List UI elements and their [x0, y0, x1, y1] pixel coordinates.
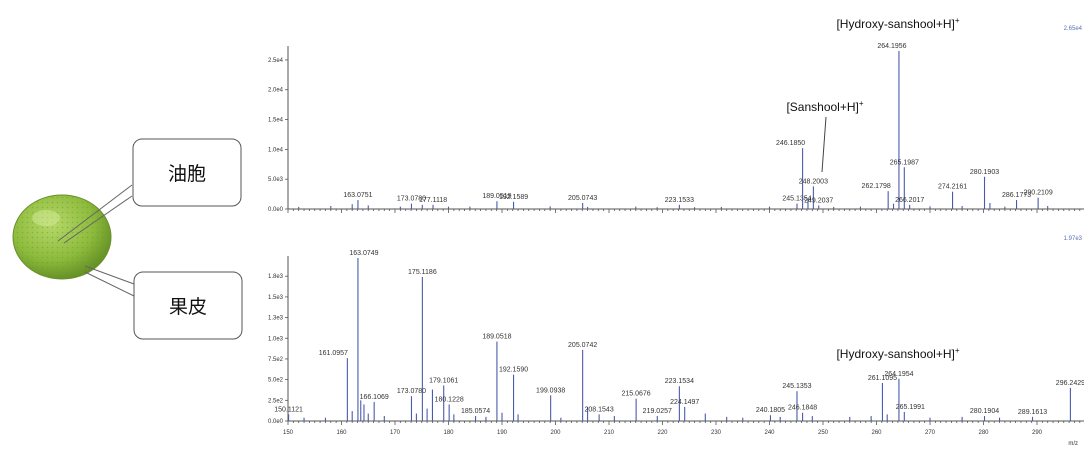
peak-label: 163.0749 — [349, 250, 378, 257]
y-tick-label: 5.0e3 — [268, 177, 284, 183]
fruit-illustration — [12, 194, 112, 280]
peak-label: 199.0938 — [536, 387, 565, 394]
x-tick-label: 290 — [1032, 430, 1043, 436]
peak-label: 245.1353 — [782, 383, 811, 390]
y-tick-label: 1.0e3 — [268, 336, 284, 342]
peak-label: 219.0257 — [643, 408, 672, 415]
peak-label: 249.2037 — [804, 197, 833, 204]
peak-label: 192.1590 — [499, 367, 528, 374]
y-tick-label: 5.0e2 — [268, 378, 284, 384]
peak-label: 180.1228 — [435, 396, 464, 403]
peak-label: 205.0743 — [568, 195, 597, 202]
peak-label: 166.1069 — [360, 394, 389, 401]
max-intensity-label: 1.97e3 — [1064, 236, 1083, 242]
peak-label: 289.1613 — [1018, 409, 1047, 416]
y-tick-label: 7.5e2 — [268, 357, 284, 363]
peak-label: 266.2017 — [895, 197, 924, 204]
peak-label: 248.2003 — [799, 178, 828, 185]
compound-annotation: [Hydroxy-sanshool+H]+ — [836, 16, 959, 31]
peak-label: 161.0957 — [319, 350, 348, 357]
x-tick-label: 160 — [336, 430, 347, 436]
peak-label: 208.1543 — [585, 406, 614, 413]
y-tick-label: 2.5e4 — [268, 58, 284, 64]
x-tick-label: 270 — [925, 430, 936, 436]
peak-label: 223.1533 — [665, 197, 694, 204]
peak-label: 274.2161 — [938, 184, 967, 191]
x-tick-label: 240 — [764, 430, 775, 436]
callout-box — [133, 271, 243, 340]
peak-label: 265.1991 — [896, 404, 925, 411]
peak-label: 179.1061 — [429, 377, 458, 384]
spectrum-peel: 0.0e0 2.5e2 5.0e2 7.5e2 1.0e3 1.3e3 1.5e3 1.8e3… — [268, 236, 1084, 447]
peak-label: 223.1534 — [665, 378, 694, 385]
y-tick-label: 1.3e3 — [268, 316, 284, 322]
x-tick-label: 260 — [871, 430, 882, 436]
peak-label: 246.1848 — [788, 405, 817, 412]
compound-annotation: [Hydroxy-sanshool+H]+ — [836, 346, 959, 361]
peak-label: 177.1118 — [419, 197, 447, 204]
x-axis-label: m/z — [1068, 441, 1078, 447]
fruit-highlight — [32, 210, 60, 226]
peak-label: 163.0751 — [343, 192, 372, 199]
x-tick-label: 190 — [497, 430, 508, 436]
callout-label-peel: 果皮 — [169, 296, 207, 318]
y-tick-label: 1.5e3 — [268, 295, 284, 301]
peak-label: 192.1589 — [499, 194, 528, 201]
peak-label: 261.1095 — [868, 375, 897, 382]
y-tick-label: 2.5e2 — [268, 398, 284, 404]
peak-label: 185.0574 — [461, 408, 490, 415]
callout-pointer — [84, 271, 135, 297]
x-tick-label: 220 — [657, 430, 668, 436]
callout-peel: 果皮 — [84, 265, 243, 340]
x-tick-label: 150 — [283, 430, 294, 436]
peak-label: 280.1904 — [970, 408, 999, 415]
x-tick-label: 280 — [978, 430, 989, 436]
peak-label: 290.2109 — [1024, 190, 1053, 197]
peak-label: 265.1987 — [890, 159, 919, 166]
peak-label: 205.0742 — [568, 342, 597, 349]
x-tick-label: 250 — [818, 430, 829, 436]
x-tick-label: 230 — [711, 430, 722, 436]
spectrum-oil-gland: 0.0e0 5.0e3 1.0e4 1.5e4 2.0e4 2.5e4 2.65e4 163.… — [268, 16, 1084, 213]
callout-oil-gland: 油胞 — [57, 138, 242, 244]
y-tick-label: 1.8e3 — [268, 274, 284, 280]
y-tick-label: 0.0e0 — [268, 419, 284, 425]
callout-pointer — [63, 195, 133, 244]
max-intensity-label: 2.65e4 — [1064, 26, 1083, 32]
peak-label: 280.1903 — [970, 169, 999, 176]
callout-label-oil-gland: 油胞 — [168, 163, 206, 185]
x-tick-label: 210 — [604, 430, 615, 436]
callout-pointer — [57, 184, 133, 242]
y-tick-label: 1.5e4 — [268, 118, 284, 124]
x-tick-label: 180 — [443, 430, 454, 436]
peak-label: 264.1956 — [877, 43, 906, 50]
y-tick-label: 1.0e4 — [268, 147, 284, 153]
annotation-pointer — [821, 116, 827, 173]
peak-label: 264.1954 — [884, 371, 913, 378]
x-tick-label: 200 — [550, 430, 561, 436]
peak-label: 245.1354 — [782, 196, 811, 203]
peak-label: 224.1497 — [670, 399, 699, 406]
peak-label: 189.0519 — [482, 193, 511, 200]
peak-label: 246.1850 — [776, 140, 805, 147]
peak-label: 286.1773 — [1002, 192, 1031, 199]
peak-label: 189.0518 — [482, 334, 511, 341]
y-tick-label: 0.0e0 — [268, 207, 284, 213]
compound-annotation: [Sanshool+H]+ — [786, 99, 863, 114]
peak-label: 296.2429 — [1056, 380, 1084, 387]
peak-label: 262.1798 — [862, 183, 891, 190]
callout-pointer — [84, 265, 135, 285]
peak-label: 173.0780 — [397, 388, 426, 395]
peak-label: 173.0780 — [397, 196, 426, 203]
x-tick-label: 170 — [390, 430, 401, 436]
callout-box — [132, 138, 242, 207]
fruit-texture — [14, 196, 110, 278]
peak-label: 175.1186 — [408, 269, 437, 276]
peak-label: 240.1805 — [756, 407, 785, 414]
y-tick-label: 2.0e4 — [268, 88, 284, 94]
peak-label: 215.0676 — [622, 391, 651, 398]
peak-label: 150.1121 — [274, 406, 303, 413]
